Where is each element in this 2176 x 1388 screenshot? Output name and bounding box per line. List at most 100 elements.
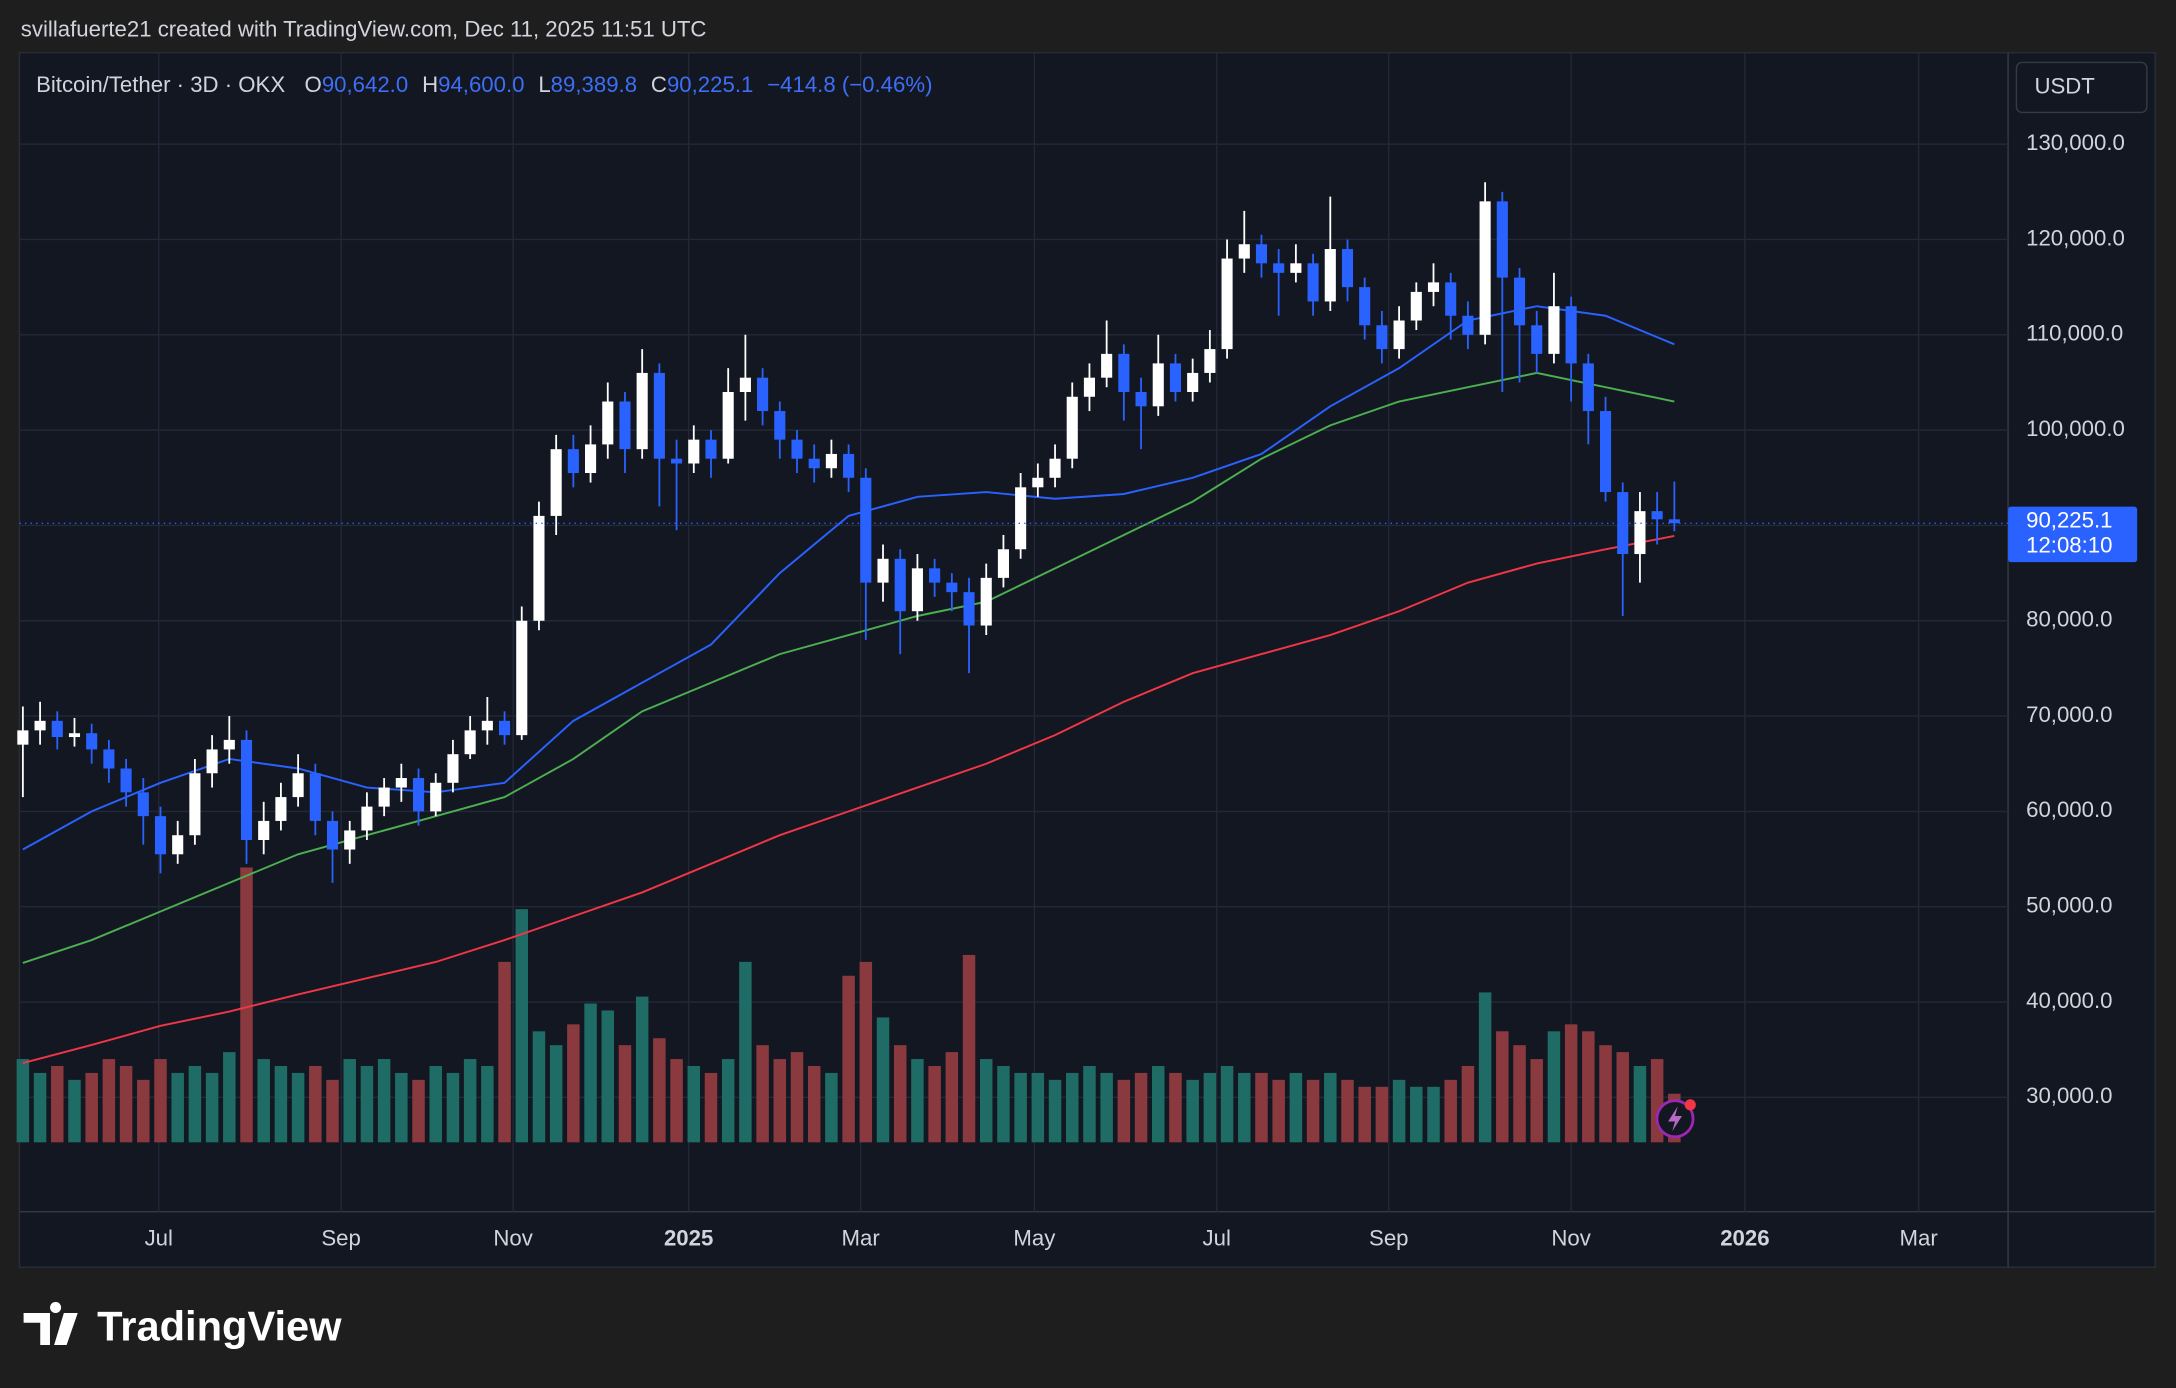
volume-bar — [33, 1072, 47, 1143]
candle-body — [997, 549, 1009, 578]
candle-body — [602, 401, 614, 445]
alert-icon[interactable] — [1655, 1099, 1696, 1139]
chart-frame — [18, 52, 2156, 1268]
volume-bar — [1496, 1031, 1509, 1143]
x-tick-label: 2025 — [664, 1225, 713, 1250]
candle-body — [980, 577, 992, 626]
candle-body — [240, 739, 253, 840]
candle-body — [1427, 282, 1440, 292]
volume-bar — [463, 1059, 477, 1143]
volume-bar — [1599, 1045, 1612, 1143]
volume-bar — [1100, 1072, 1113, 1143]
candle-body — [464, 730, 476, 755]
candle-body — [825, 453, 837, 469]
candle-body — [739, 377, 751, 392]
moving-average — [22, 371, 1675, 964]
candle-body — [1599, 411, 1612, 493]
candle-body — [1221, 258, 1233, 350]
candle-body — [1548, 306, 1560, 354]
candle-body — [722, 391, 734, 459]
volume-bar — [1616, 1052, 1629, 1143]
volume-bar — [601, 1010, 615, 1143]
last-price-label: 90,225.1 — [2026, 508, 2112, 533]
candle-body — [1479, 201, 1491, 335]
alert-dot — [1684, 1099, 1696, 1111]
candle-body — [51, 720, 63, 738]
candle-body — [946, 582, 958, 593]
brand-name: TradingView — [97, 1303, 342, 1350]
volume-bar — [1152, 1065, 1165, 1143]
volume-bar — [1547, 1031, 1561, 1143]
volume-bar — [618, 1045, 632, 1143]
candle-body — [1634, 511, 1646, 555]
y-tick-label: 70,000.0 — [2026, 702, 2112, 727]
volume-bar — [876, 1017, 890, 1143]
volume-bar — [911, 1059, 924, 1143]
x-tick-label: Nov — [1551, 1225, 1591, 1250]
candle-body — [1496, 201, 1508, 278]
brand-logo — [23, 1301, 78, 1345]
volume-bar — [1048, 1079, 1062, 1143]
volume-bar — [1066, 1072, 1079, 1143]
candle-body — [361, 806, 373, 831]
candle-body — [1445, 282, 1457, 316]
volume-bar — [721, 1059, 735, 1143]
volume-bar — [1427, 1086, 1440, 1143]
volume-bar — [188, 1065, 202, 1143]
volume-bar — [240, 867, 253, 1143]
volume-bar — [790, 1052, 804, 1143]
volume-bar — [1358, 1086, 1371, 1143]
candle-body — [412, 778, 425, 812]
volume-bar — [1564, 1024, 1578, 1143]
volume-bar — [102, 1059, 116, 1143]
volume-bar — [1117, 1079, 1131, 1143]
volume-bar — [51, 1065, 64, 1143]
volume-bar — [584, 1003, 597, 1143]
candle-body — [1204, 349, 1216, 373]
volume-bar — [85, 1072, 98, 1143]
candle-body — [1169, 363, 1182, 392]
volume-bar — [549, 1045, 563, 1143]
candle-body — [292, 773, 304, 798]
x-tick-label: May — [1013, 1225, 1056, 1250]
volume-bar — [1134, 1072, 1148, 1143]
candle-body — [1135, 391, 1147, 407]
legend: Bitcoin/Tether · 3D · OKX O90,642.0 H94,60… — [36, 72, 932, 97]
y-tick-label: 100,000.0 — [2026, 416, 2125, 441]
candle-body — [671, 458, 683, 464]
x-tick-label: Sep — [321, 1225, 360, 1250]
volume-bar — [395, 1072, 408, 1143]
volume-bar — [205, 1072, 219, 1143]
volume-bar — [446, 1072, 460, 1143]
volume-bar — [842, 975, 855, 1143]
candle-body — [430, 782, 442, 812]
currency-box[interactable] — [2015, 61, 2148, 114]
candle-body — [1290, 263, 1302, 273]
volume-bar — [893, 1045, 907, 1143]
volume-bar — [377, 1059, 391, 1143]
candle-body — [1513, 277, 1526, 326]
y-tick-label: 40,000.0 — [2026, 988, 2112, 1013]
currency[interactable]: USDT — [2034, 73, 2095, 98]
volume-bar — [1444, 1079, 1457, 1143]
volume-bar — [687, 1065, 701, 1143]
candle-body — [894, 558, 906, 612]
symbol: Bitcoin/Tether · 3D · OKX — [36, 72, 285, 97]
ohlc-key: H — [422, 72, 438, 97]
volume-bar — [653, 1038, 666, 1143]
candle-body — [223, 739, 235, 750]
candle-body — [1565, 306, 1577, 364]
x-tick-label: Mar — [842, 1225, 881, 1250]
volume-bar — [1392, 1079, 1406, 1143]
volume-bar — [1014, 1072, 1027, 1143]
volume-bar — [962, 954, 976, 1143]
y-tick-label: 50,000.0 — [2026, 893, 2112, 918]
volume-bar — [1375, 1086, 1389, 1143]
volume-bar — [274, 1065, 288, 1143]
volume-bar — [1306, 1079, 1320, 1143]
candle-body — [154, 816, 167, 855]
candle-body — [120, 768, 132, 793]
x-tick-label: Jul — [1203, 1225, 1231, 1250]
volume-bar — [119, 1065, 133, 1143]
candle-body — [1083, 377, 1095, 397]
